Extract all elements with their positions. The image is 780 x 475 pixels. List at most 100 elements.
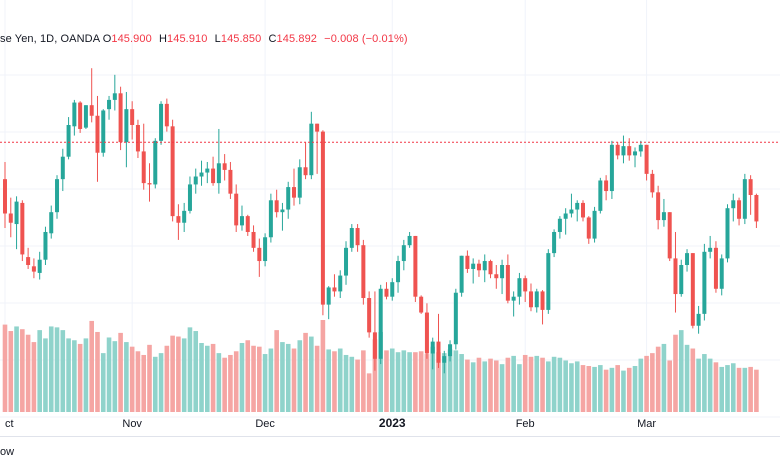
volume-bar (187, 327, 193, 412)
candle-body (234, 193, 239, 226)
volume-bar (598, 365, 603, 412)
candle-body (193, 176, 198, 185)
volume-bar (83, 338, 89, 412)
volume-bar (667, 360, 672, 412)
candle-body (159, 103, 164, 141)
candle-body (367, 298, 372, 333)
candle-body (26, 257, 31, 265)
candle-body (644, 144, 649, 174)
volume-bar (199, 343, 204, 412)
change-value: −0.008 (−0.01%) (324, 33, 408, 45)
volume-bar (181, 338, 187, 412)
volume-bar (48, 326, 54, 412)
volume-bar (349, 356, 355, 412)
candle-body (685, 253, 690, 265)
high-value: 145.910 (167, 33, 208, 45)
candle-body (511, 296, 516, 301)
high-label: H (158, 33, 168, 45)
candle-body (581, 202, 585, 218)
candle-body (135, 125, 140, 152)
volume-bar (418, 351, 424, 412)
volume-bar (274, 330, 279, 412)
volume-bar (453, 350, 459, 412)
volume-bar (436, 352, 441, 412)
candle-body (107, 99, 112, 110)
volume-bar (569, 363, 574, 412)
candle-body (43, 231, 48, 260)
volume-bar (2, 324, 8, 412)
volume-bar (216, 353, 222, 412)
volume-bar (268, 348, 274, 412)
volume-bar (262, 354, 268, 412)
candle-body (182, 210, 187, 223)
candle-body (78, 102, 83, 129)
volume-bar (517, 364, 522, 412)
candle-body (8, 213, 13, 223)
candle-body (286, 187, 291, 210)
candle-body (742, 179, 747, 219)
candle-body (638, 144, 643, 152)
candle-body (419, 296, 424, 313)
candle-body (488, 261, 493, 275)
volume-bar (366, 373, 372, 412)
candle-body (176, 216, 181, 223)
candle-layer (3, 68, 759, 374)
volume-bar (470, 362, 476, 412)
candle-body (604, 180, 609, 192)
candle-body (118, 93, 123, 143)
candle-body (303, 167, 308, 176)
volume-bar (112, 341, 118, 412)
volume-bar (395, 352, 401, 412)
volume-bar (644, 355, 649, 412)
candle-body (378, 288, 383, 359)
ohlc-legend: se Yen, 1D, OANDA O145.900 H145.910 L145… (0, 33, 408, 45)
candle-body (453, 292, 458, 345)
volume-bar (580, 365, 586, 412)
volume-bar (25, 334, 31, 412)
volume-bar (430, 346, 436, 412)
volume-bar (401, 350, 407, 412)
volume-bar (725, 365, 730, 412)
volume-bar (152, 356, 158, 412)
candle-body (748, 179, 753, 195)
x-tick-label: Feb (516, 418, 535, 430)
candle-body (540, 291, 545, 310)
open-value: 145.900 (111, 33, 152, 45)
volume-bar (684, 344, 690, 412)
candle-body (656, 192, 661, 221)
volume-bar (176, 336, 181, 412)
candle-body (696, 313, 701, 326)
volume-bar (251, 345, 256, 412)
volume-bar (702, 354, 707, 412)
volume-bar (707, 358, 713, 412)
candle-body (297, 167, 302, 198)
volume-bar (314, 345, 320, 412)
volume-bar (384, 350, 389, 412)
candle-body (436, 341, 441, 363)
candle-body (598, 180, 603, 211)
candle-body (199, 172, 204, 177)
candle-body (459, 255, 464, 293)
volume-bar (233, 351, 239, 412)
candle-body (89, 105, 94, 116)
candle-body (442, 356, 447, 363)
volume-bar (95, 331, 100, 412)
volume-bar (528, 356, 534, 412)
volume-bar (563, 360, 568, 412)
candle-body (326, 287, 331, 305)
candle-body (500, 265, 505, 279)
volume-bar (447, 349, 453, 412)
candle-body (384, 288, 389, 297)
candle-body (667, 212, 672, 259)
volume-bar (557, 357, 563, 412)
volume-bar (210, 343, 216, 412)
candle-body (292, 187, 296, 198)
candle-body (332, 287, 337, 292)
volume-bar (60, 330, 66, 412)
volume-bar (297, 340, 303, 412)
volume-bar (673, 334, 678, 412)
candle-body (153, 140, 158, 185)
candle-body (534, 291, 539, 308)
